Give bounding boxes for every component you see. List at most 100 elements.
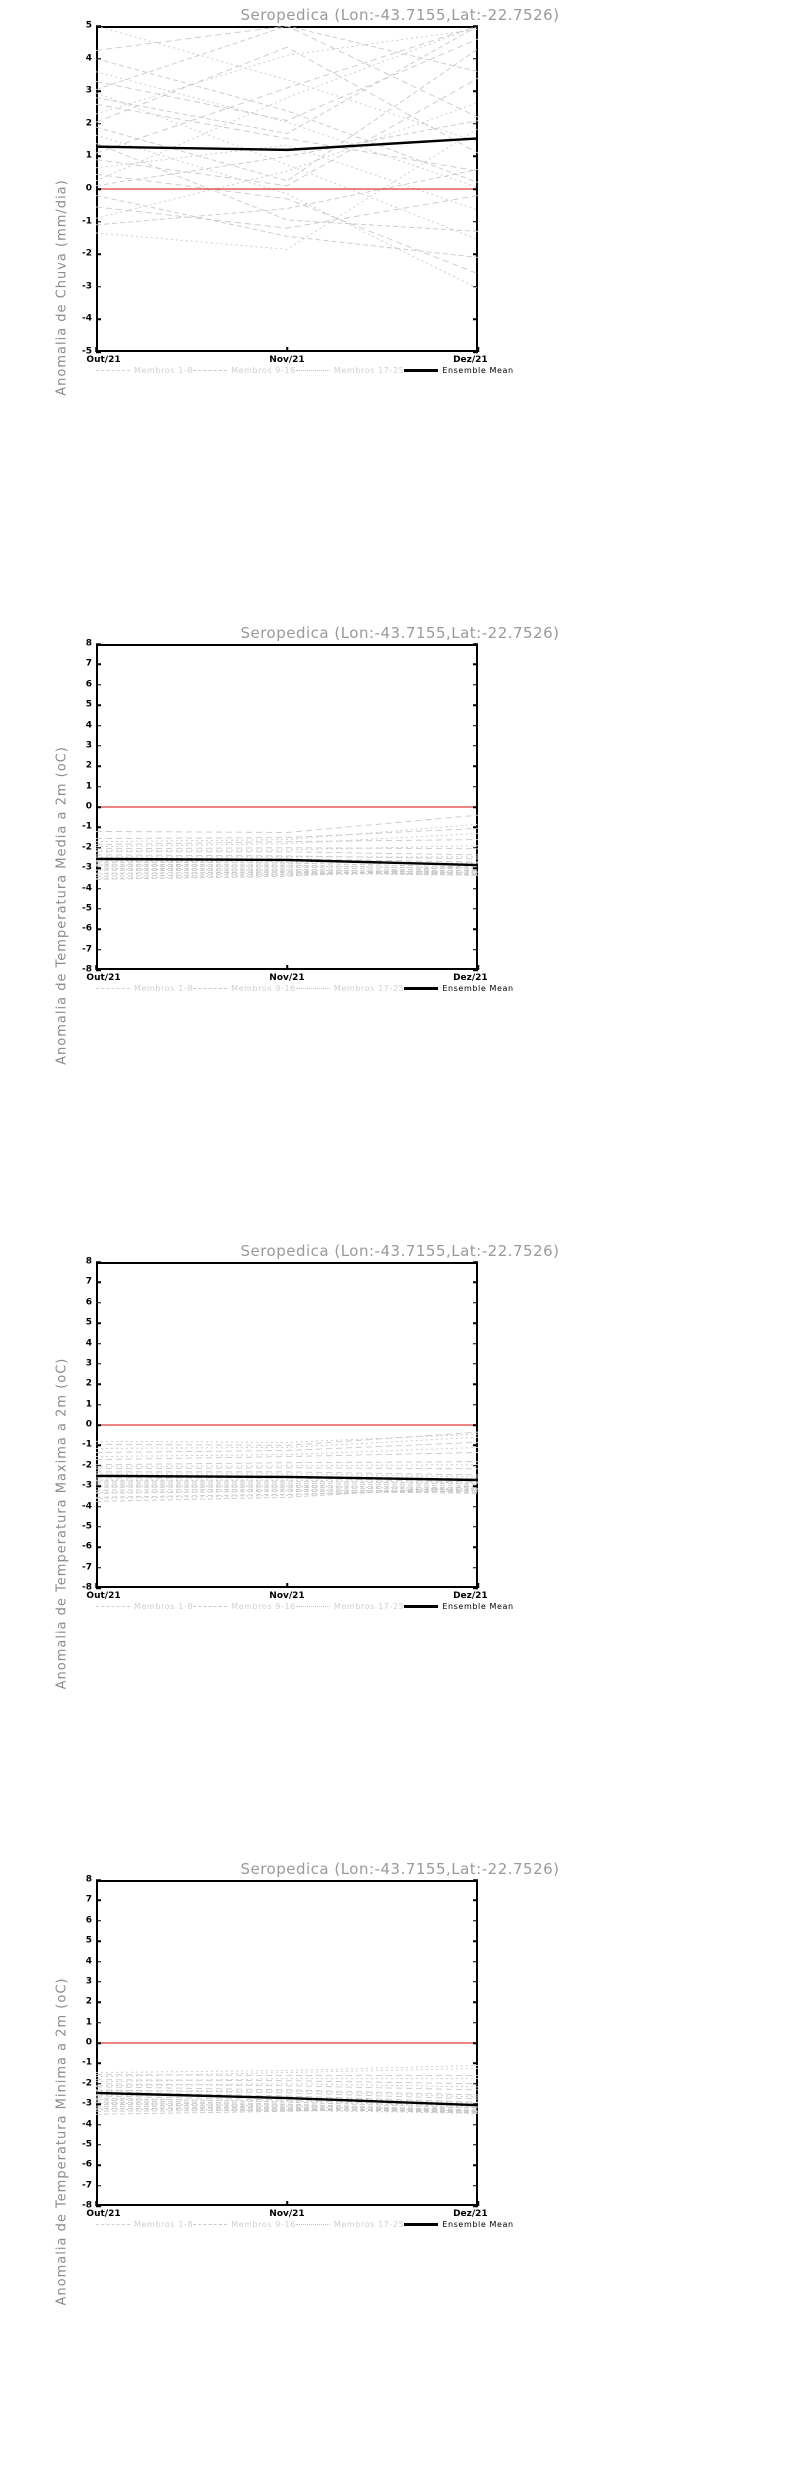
member-series-line [96, 1452, 478, 1461]
legend-item[interactable]: Ensemble Mean [404, 366, 513, 375]
y-tick-mark [473, 90, 478, 92]
x-tick-mark [95, 1583, 97, 1588]
chart-legend: Membros 1-8 Membros 9-16 Membros 17-25 Ense… [96, 2220, 513, 2229]
x-tick-label: Out/21 [86, 1591, 121, 1601]
y-tick-label: -2 [82, 2078, 92, 2089]
legend-swatch-solid-icon [404, 2223, 439, 2226]
legend-item[interactable]: Membros 17-25 [295, 984, 404, 993]
y-tick-mark [96, 2184, 101, 2187]
y-tick-mark [96, 1322, 101, 1324]
y-tick-label: 5 [85, 20, 92, 31]
y-tick-mark [473, 969, 478, 971]
y-tick-label: 0 [85, 1419, 92, 1430]
legend-item[interactable]: Ensemble Mean [404, 1602, 513, 1611]
y-tick-label: 7 [85, 1894, 92, 1905]
y-tick-mark [473, 220, 478, 223]
y-tick-label: 0 [85, 801, 92, 812]
member-series-line [96, 1485, 478, 1490]
y-tick-label: -8 [82, 2200, 92, 2211]
y-tick-label: -4 [82, 313, 92, 324]
y-tick-label: -1 [82, 1439, 92, 1450]
y-tick-label: -1 [82, 216, 92, 227]
legend-item[interactable]: Membros 1-8 [96, 1602, 193, 1611]
legend-swatch-dashed-icon [96, 370, 130, 371]
member-series-line [96, 195, 478, 229]
chart-legend: Membros 1-8 Membros 9-16 Membros 17-25 Ense… [96, 984, 513, 993]
legend-item[interactable]: Membros 17-25 [295, 1602, 404, 1611]
y-tick-mark [473, 2164, 478, 2166]
member-series-line [96, 77, 478, 187]
y-tick-label: -7 [82, 2180, 92, 2191]
y-tick-label: 6 [85, 1297, 92, 1308]
legend-swatch-dotted-icon [295, 988, 330, 989]
legend-label: Ensemble Mean [442, 366, 514, 375]
y-tick-mark [473, 1505, 478, 1508]
legend-item[interactable]: Ensemble Mean [404, 2220, 513, 2229]
legend-swatch-dotted-icon [295, 2224, 330, 2225]
legend-swatch-dashed-icon [193, 370, 228, 371]
legend-item[interactable]: Membros 9-16 [193, 366, 296, 375]
member-series-line [96, 2079, 478, 2085]
y-tick-mark [473, 2042, 478, 2044]
y-tick-mark [473, 2184, 478, 2187]
legend-label: Ensemble Mean [442, 1602, 514, 1611]
y-tick-mark [96, 663, 101, 666]
y-tick-label: -3 [82, 862, 92, 873]
legend-item[interactable]: Membros 9-16 [193, 1602, 296, 1611]
legend-item[interactable]: Membros 17-25 [295, 2220, 405, 2229]
y-tick-mark [473, 2205, 478, 2207]
legend-item[interactable]: Membros 1-8 [96, 984, 193, 993]
legend-swatch-dashed-icon [96, 2224, 130, 2225]
y-tick-label: -3 [82, 2098, 92, 2109]
x-tick-mark [95, 347, 97, 352]
legend-label: Membros 17-25 [333, 2220, 405, 2229]
y-tick-label: 1 [85, 781, 92, 792]
y-tick-label: 5 [85, 699, 92, 710]
x-tick-label: Dez/21 [453, 973, 488, 983]
y-tick-mark [473, 2103, 478, 2105]
y-tick-mark [473, 2083, 478, 2085]
ensemble-mean-line [96, 137, 478, 152]
legend-item[interactable]: Membros 1-8 [96, 2220, 193, 2229]
legend-item[interactable]: Membros 17-25 [295, 366, 404, 375]
y-tick-label: -5 [82, 903, 92, 914]
y-tick-mark [96, 318, 101, 321]
chart-panel: Seropedica (Lon:-43.7155,Lat:-22.7526) An… [0, 0, 800, 618]
member-series-line [96, 2083, 478, 2091]
y-tick-mark [473, 847, 478, 849]
legend-item[interactable]: Ensemble Mean [404, 984, 513, 993]
y-tick-label: 3 [85, 85, 92, 96]
member-series-line [96, 851, 478, 856]
y-tick-mark [96, 1465, 101, 1467]
legend-item[interactable]: Membros 1-8 [96, 366, 193, 375]
y-tick-mark [473, 887, 478, 890]
y-tick-label: 2 [85, 1996, 92, 2007]
y-tick-mark [473, 1302, 478, 1304]
y-tick-mark [473, 2123, 478, 2126]
legend-item[interactable]: Membros 9-16 [193, 984, 296, 993]
y-tick-label: 2 [85, 118, 92, 129]
y-tick-mark [96, 704, 101, 706]
y-tick-label: -6 [82, 923, 92, 934]
member-series-line [96, 833, 478, 848]
y-tick-label: -5 [82, 346, 92, 357]
x-tick-label: Nov/21 [269, 1591, 305, 1601]
y-tick-mark [96, 1485, 101, 1487]
legend-item[interactable]: Membros 9-16 [193, 2220, 296, 2229]
legend-label: Membros 1-8 [134, 366, 194, 375]
member-series-line [96, 864, 478, 869]
y-tick-label: 8 [85, 1874, 92, 1885]
member-series-line [96, 1441, 478, 1453]
member-series-line [96, 1471, 478, 1476]
y-tick-mark [96, 948, 101, 951]
x-tick-mark [286, 2201, 288, 2206]
y-tick-mark [96, 928, 101, 930]
chart-title: Seropedica (Lon:-43.7155,Lat:-22.7526) [240, 624, 560, 642]
y-tick-mark [473, 1363, 478, 1365]
x-tick-label: Out/21 [86, 2209, 121, 2219]
y-tick-mark [96, 188, 101, 190]
y-tick-label: -4 [82, 1501, 92, 1511]
member-series-line [96, 1485, 478, 1502]
y-tick-mark [473, 1899, 478, 1902]
y-tick-mark [473, 806, 478, 808]
